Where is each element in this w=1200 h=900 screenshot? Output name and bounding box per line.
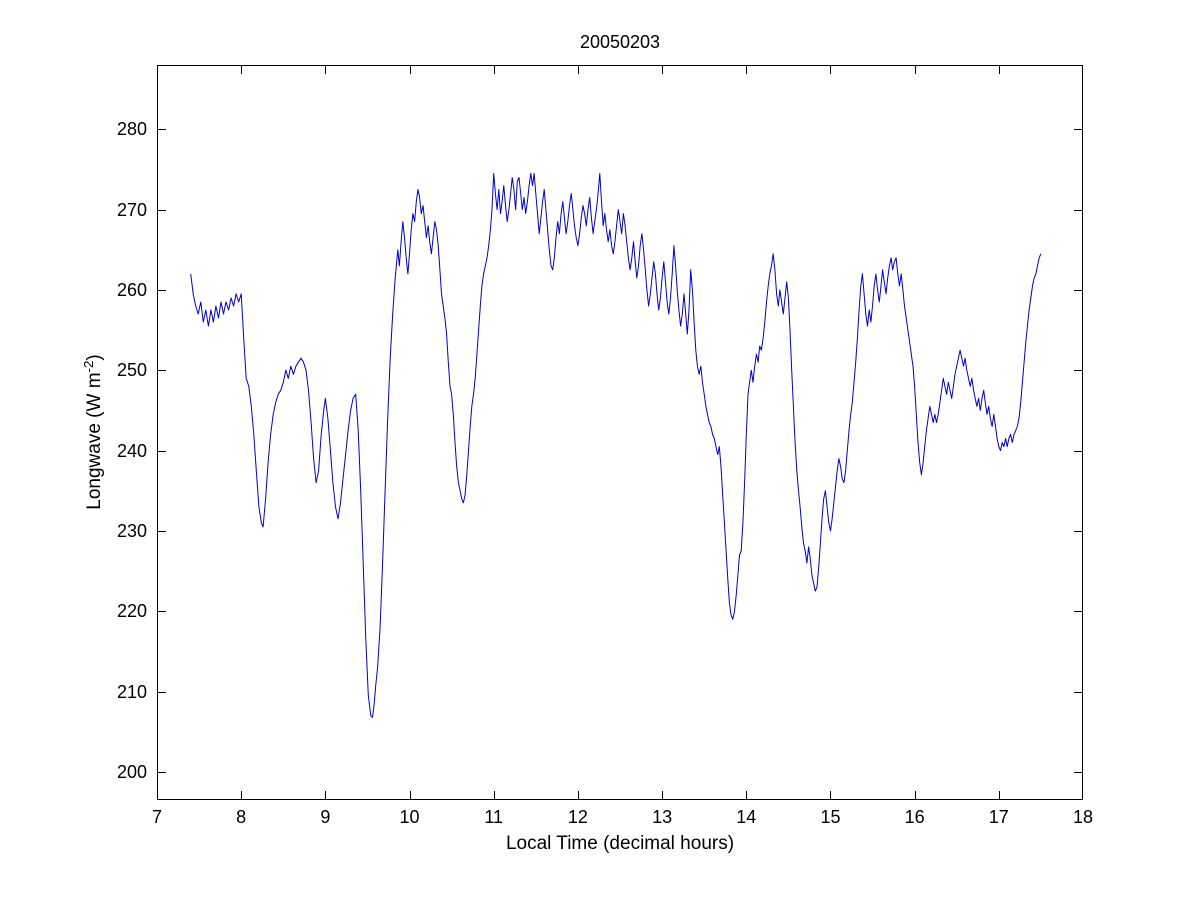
plot-area: [157, 65, 1083, 800]
y-tick-label: 250: [116, 360, 147, 381]
y-tick-label: 230: [116, 520, 147, 541]
y-tick-label: 270: [116, 199, 147, 220]
x-tick-label: 9: [320, 807, 331, 827]
x-tick-label: 7: [151, 807, 162, 827]
x-tick-label: 13: [652, 807, 673, 827]
y-tick-label: 220: [116, 601, 147, 622]
x-tick-label: 12: [567, 807, 588, 827]
y-tick-label: 210: [116, 681, 147, 702]
y-axis-label: Longwave (W m-2): [81, 232, 105, 632]
y-axis-label-text: Longwave (W m: [84, 372, 105, 510]
x-tick-label: 8: [236, 807, 247, 827]
axes-box: [157, 65, 1083, 800]
data-line: [190, 172, 1042, 718]
plot-title: 20050203: [579, 32, 661, 52]
x-tick-label: 15: [820, 807, 841, 827]
y-tick-label: 240: [116, 440, 147, 461]
y-axis-label-close: ): [84, 354, 105, 361]
y-tick-label: 280: [116, 119, 147, 140]
chart-canvas: [157, 65, 1083, 800]
x-tick-label: 14: [736, 807, 757, 827]
x-tick-label: 11: [484, 807, 504, 827]
x-tick-label: 17: [988, 807, 1009, 827]
x-tick-label: 10: [399, 807, 420, 827]
y-axis-label-superscript: -2: [80, 360, 96, 373]
x-tick-label: 18: [1072, 807, 1094, 827]
y-tick-label: 260: [116, 279, 147, 300]
x-tick-label: 16: [904, 807, 925, 827]
x-axis-label: Local Time (decimal hours): [505, 833, 735, 854]
y-tick-label: 200: [116, 761, 147, 782]
